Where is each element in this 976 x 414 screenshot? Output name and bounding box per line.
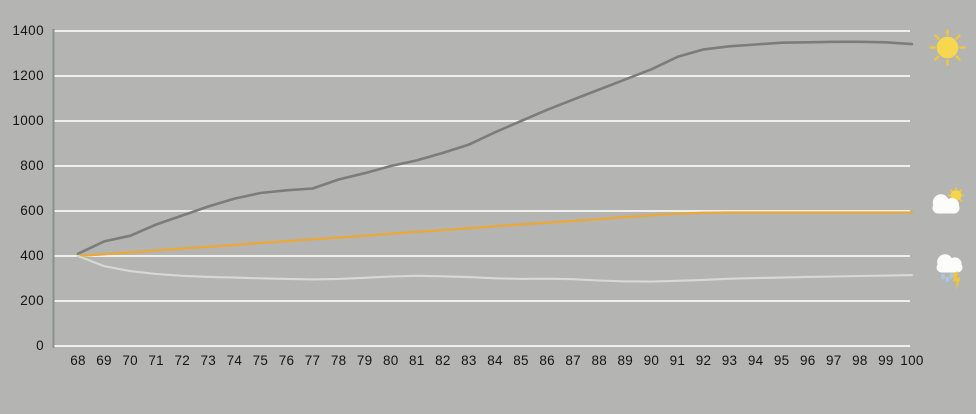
x-tick-label-87: 87 (565, 353, 581, 368)
x-tick-label-88: 88 (591, 353, 608, 368)
y-tick-label-800: 800 (20, 158, 44, 174)
x-tick-label-97: 97 (826, 353, 842, 368)
storm-rain-lightning-icon (936, 254, 963, 291)
x-tick-label-91: 91 (669, 353, 686, 368)
x-tick-label-78: 78 (330, 353, 347, 368)
x-tick-label-73: 73 (200, 353, 217, 368)
x-tick-label-79: 79 (356, 353, 373, 368)
x-tick-label-72: 72 (174, 353, 191, 368)
x-tick-label-85: 85 (513, 353, 529, 368)
x-tick-label-89: 89 (617, 353, 634, 368)
x-tick-label-75: 75 (252, 353, 269, 368)
x-tick-label-80: 80 (382, 353, 399, 368)
x-tick-label-68: 68 (70, 353, 86, 368)
x-tick-label-100: 100 (900, 353, 924, 368)
x-tick-label-93: 93 (721, 353, 738, 368)
x-tick-label-83: 83 (461, 353, 477, 368)
sun-icon (929, 29, 966, 66)
x-tick-label-76: 76 (278, 353, 295, 368)
x-tick-label-74: 74 (226, 353, 243, 368)
y-tick-label-1200: 1200 (12, 68, 44, 84)
x-tick-label-69: 69 (96, 353, 112, 368)
sun-behind-cloud-icon (932, 187, 965, 214)
y-tick-label-1400: 1400 (12, 23, 44, 39)
x-tick-label-98: 98 (852, 353, 868, 368)
y-tick-label-0: 0 (36, 338, 44, 354)
x-tick-label-84: 84 (487, 353, 503, 368)
x-tick-label-81: 81 (409, 353, 425, 368)
x-tick-label-82: 82 (435, 353, 451, 368)
y-tick-label-200: 200 (20, 293, 44, 309)
y-tick-label-1000: 1000 (12, 113, 44, 129)
stormy-line (76, 254, 914, 283)
x-tick-label-95: 95 (773, 353, 790, 368)
sunny-line (76, 40, 914, 256)
x-tick-label-92: 92 (695, 353, 712, 368)
x-tick-label-77: 77 (304, 353, 321, 368)
x-tick-label-99: 99 (878, 353, 894, 368)
y-tick-label-400: 400 (20, 248, 44, 264)
x-tick-label-94: 94 (747, 353, 764, 368)
partly-cloudy-line (76, 211, 914, 258)
x-tick-label-70: 70 (122, 353, 138, 368)
x-tick-label-86: 86 (539, 353, 555, 368)
x-tick-label-71: 71 (148, 353, 164, 368)
x-tick-label-96: 96 (799, 353, 816, 368)
y-tick-label-600: 600 (20, 203, 44, 219)
x-tick-label-90: 90 (643, 353, 660, 368)
